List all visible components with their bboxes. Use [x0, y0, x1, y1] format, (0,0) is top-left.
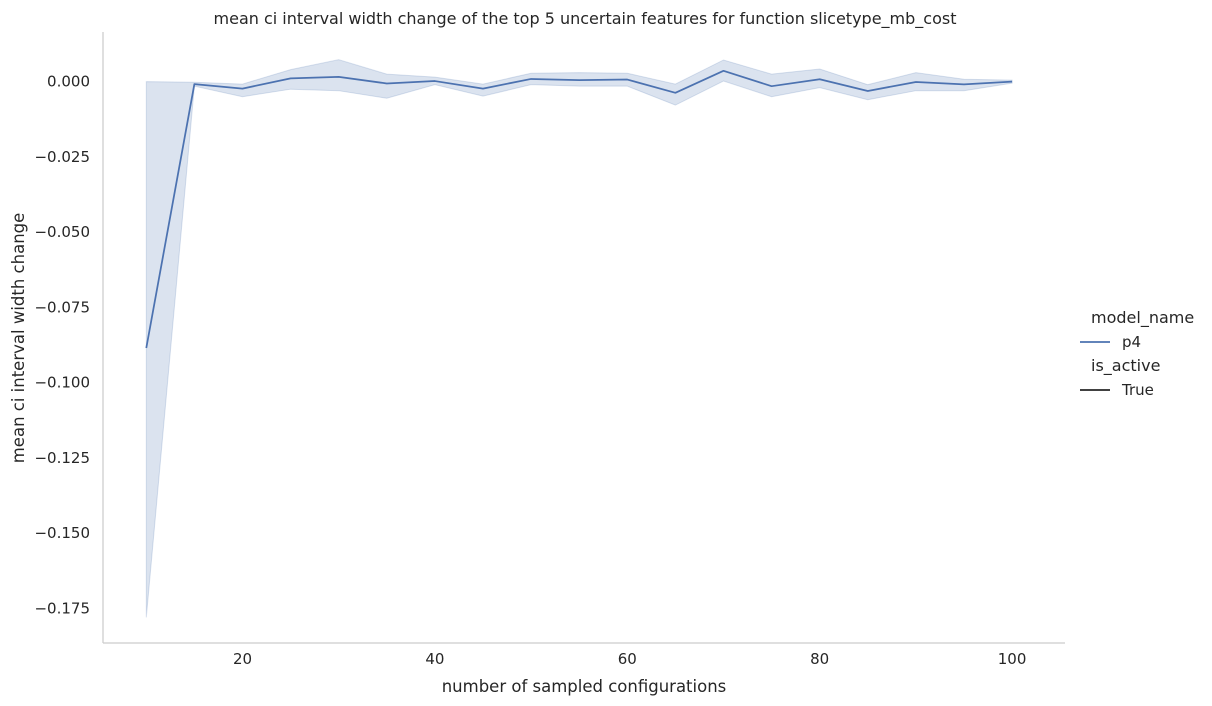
legend-entry-label: p4 [1122, 333, 1141, 351]
y-tick-label: −0.150 [34, 524, 90, 542]
x-tick-label: 20 [233, 650, 252, 668]
legend-group-title: model_name [1091, 308, 1194, 328]
series-lines [145, 69, 1013, 349]
y-tick-label: −0.050 [34, 223, 90, 241]
y-axis-ticks: 0.000 −0.025 −0.050 −0.075 −0.100 −0.125 −0.15… [34, 73, 90, 618]
confidence-bands [145, 59, 1013, 618]
y-axis-label: mean ci interval width change [9, 213, 28, 464]
x-axis-label: number of sampled configurations [442, 677, 727, 696]
y-tick-label: −0.100 [34, 374, 90, 392]
x-tick-label: 40 [425, 650, 444, 668]
legend: model_name p4 is_active True [1080, 308, 1194, 399]
y-tick-label: 0.000 [47, 73, 90, 91]
chart-title: mean ci interval width change of the top… [214, 9, 957, 29]
y-tick-label: −0.125 [34, 449, 90, 467]
series-line-p4 [145, 69, 1013, 349]
x-tick-label: 60 [618, 650, 637, 668]
y-tick-label: −0.175 [34, 599, 90, 617]
ci-band-p4 [145, 59, 1013, 618]
y-tick-label: −0.025 [34, 148, 90, 166]
x-tick-label: 80 [810, 650, 829, 668]
x-axis-ticks: 20 40 60 80 100 [233, 650, 1026, 668]
legend-group-title: is_active [1091, 356, 1160, 376]
plot-area [145, 59, 1013, 618]
legend-entry-label: True [1121, 381, 1154, 399]
y-tick-label: −0.075 [34, 298, 90, 316]
x-tick-label: 100 [998, 650, 1027, 668]
